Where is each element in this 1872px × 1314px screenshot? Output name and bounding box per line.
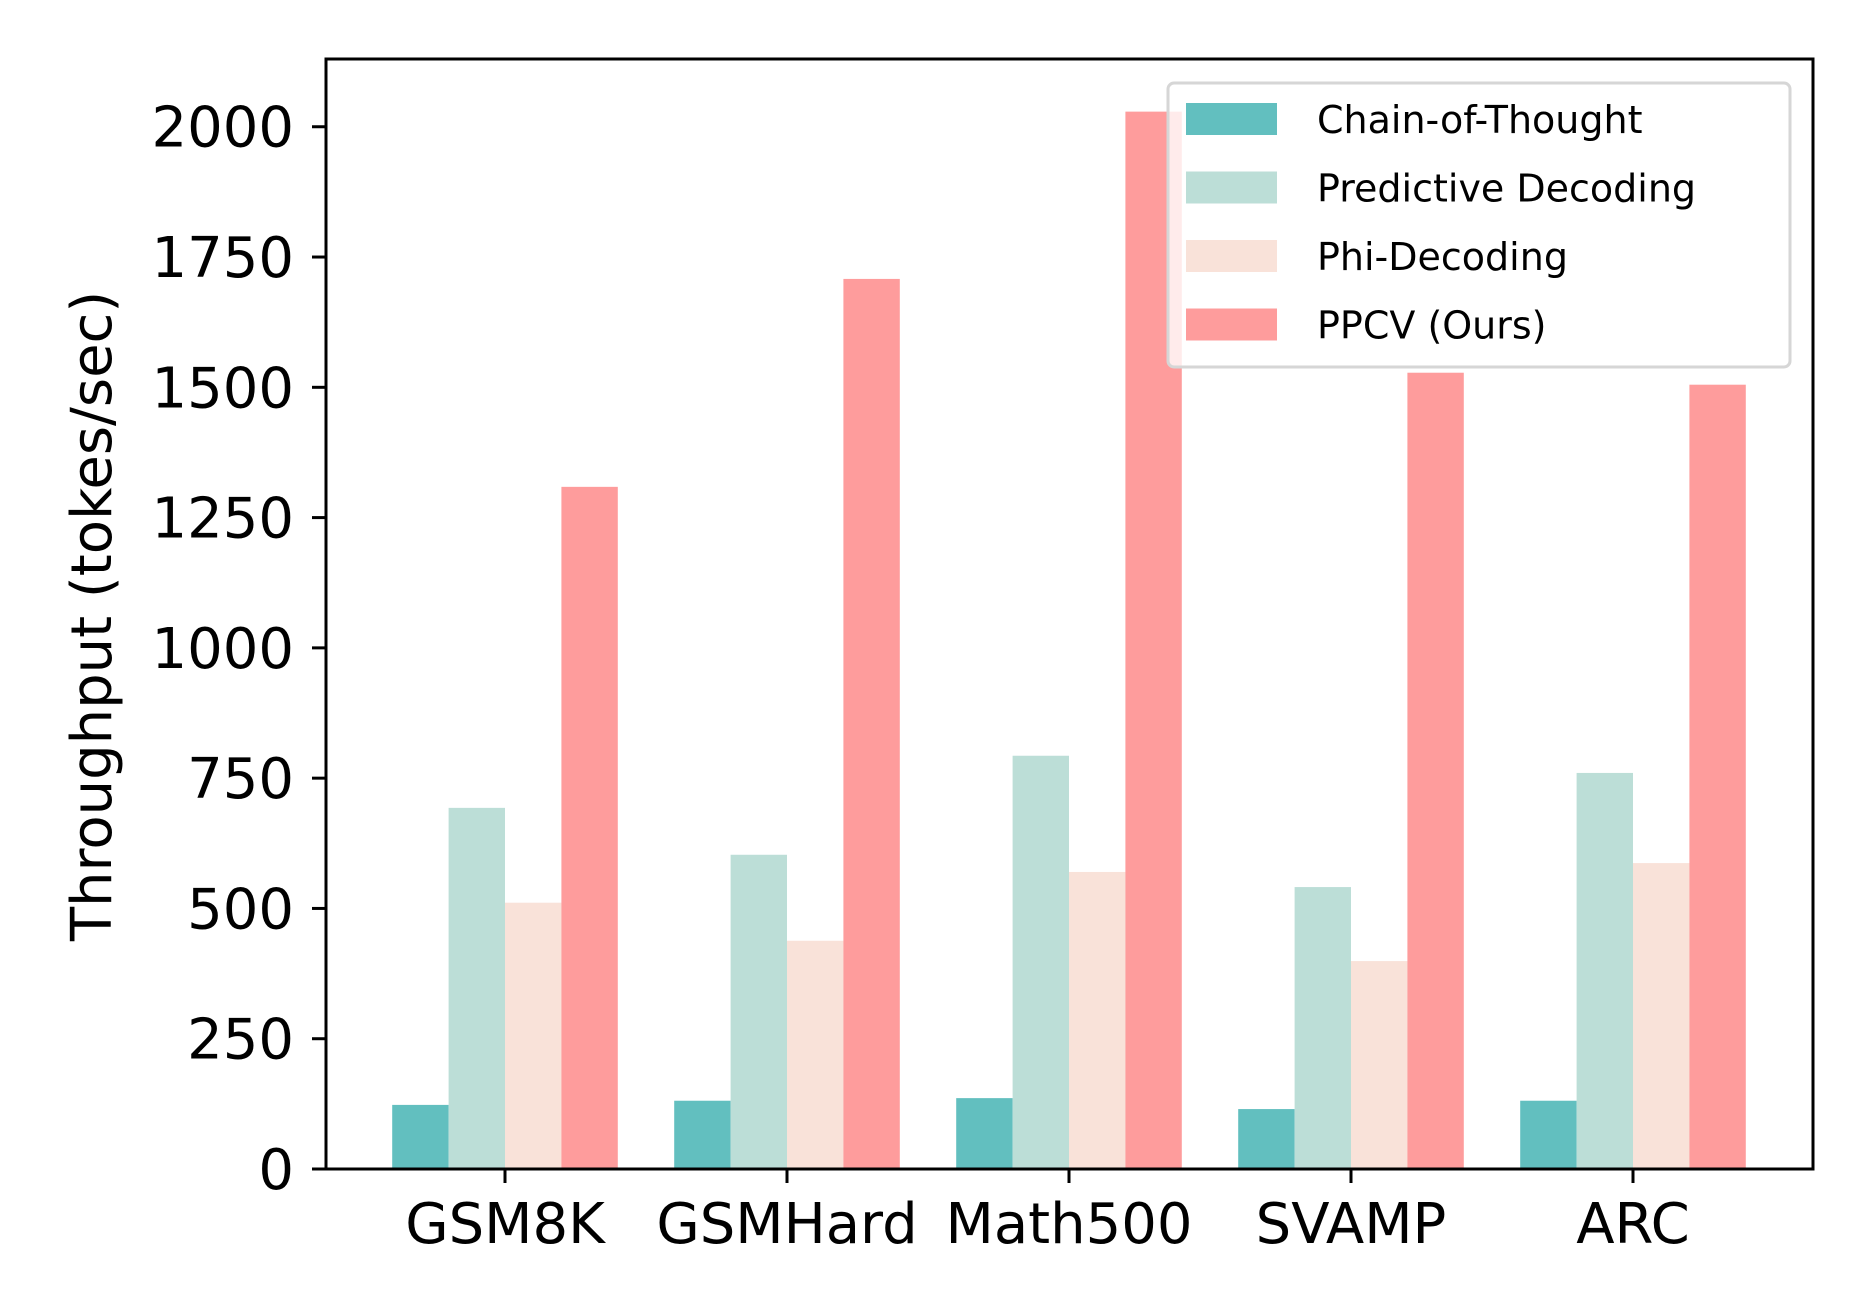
y-axis-ticks: 0 250 500 750 1000 1250 1500 1750 2000 (151, 96, 326, 1203)
bar-predictive-decoding-arc (1576, 772, 1633, 1169)
y-tick-label: 2000 (151, 96, 294, 161)
bar-chain-of-thought-svamp (1238, 1109, 1295, 1169)
bar-chain-of-thought-gsm8k (392, 1104, 449, 1169)
bar-phi-decoding-arc (1633, 863, 1690, 1169)
bar-chain-of-thought-math500 (956, 1098, 1013, 1169)
legend-swatch-phi-decoding (1186, 240, 1277, 272)
bar-ppcv-ours-gsmhard (843, 278, 900, 1169)
bar-ppcv-ours-svamp (1407, 372, 1464, 1170)
legend-label-predictive-decoding: Predictive Decoding (1317, 167, 1696, 211)
y-tick-label: 1250 (151, 487, 294, 552)
bar-chain-of-thought-gsmhard (674, 1100, 731, 1169)
x-tick-label: ARC (1576, 1192, 1690, 1257)
axes-frame (324, 57, 1815, 1171)
bar-chain-of-thought-arc (1520, 1100, 1577, 1169)
x-tick-label: SVAMP (1256, 1192, 1447, 1257)
legend-swatch-ppcv-ours (1186, 308, 1277, 341)
bar-phi-decoding-svamp (1351, 961, 1408, 1169)
y-tick-label: 750 (187, 747, 294, 812)
legend-label-phi-decoding: Phi-Decoding (1317, 235, 1568, 279)
y-tick-label: 0 (258, 1138, 294, 1203)
bar-ppcv-ours-arc (1689, 384, 1746, 1169)
x-axis-ticks: GSM8K GSMHard Math500 SVAMP ARC (405, 1169, 1690, 1257)
y-tick-label: 250 (187, 1008, 294, 1073)
bar-predictive-decoding-gsm8k (448, 807, 505, 1169)
x-tick-label: GSMHard (656, 1192, 917, 1257)
bar-phi-decoding-gsmhard (787, 940, 844, 1169)
y-axis-label: Throughput (tokes/sec) (60, 291, 125, 942)
bar-predictive-decoding-gsmhard (730, 854, 787, 1169)
bars-layer (392, 111, 1746, 1170)
bar-phi-decoding-math500 (1069, 871, 1126, 1169)
x-tick-label: GSM8K (405, 1192, 606, 1257)
bar-phi-decoding-gsm8k (505, 902, 562, 1169)
legend-box (1166, 81, 1792, 369)
bar-predictive-decoding-svamp (1294, 887, 1351, 1169)
bar-predictive-decoding-math500 (1012, 755, 1069, 1169)
legend-swatch-predictive-decoding (1186, 171, 1277, 204)
y-tick-label: 500 (187, 877, 294, 942)
bar-ppcv-ours-gsm8k (561, 486, 618, 1170)
y-tick-label: 1000 (151, 617, 294, 682)
x-tick-label: Math500 (946, 1192, 1193, 1257)
legend-swatch-chain-of-thought (1186, 103, 1277, 135)
y-tick-label: 1750 (151, 226, 294, 291)
legend-label-chain-of-thought: Chain-of-Thought (1317, 98, 1642, 142)
y-tick-label: 1500 (151, 356, 294, 421)
legend-label-ppcv-ours: PPCV (Ours) (1317, 304, 1547, 348)
legend: Chain-of-Thought Predictive Decoding Phi-D… (1166, 81, 1792, 369)
